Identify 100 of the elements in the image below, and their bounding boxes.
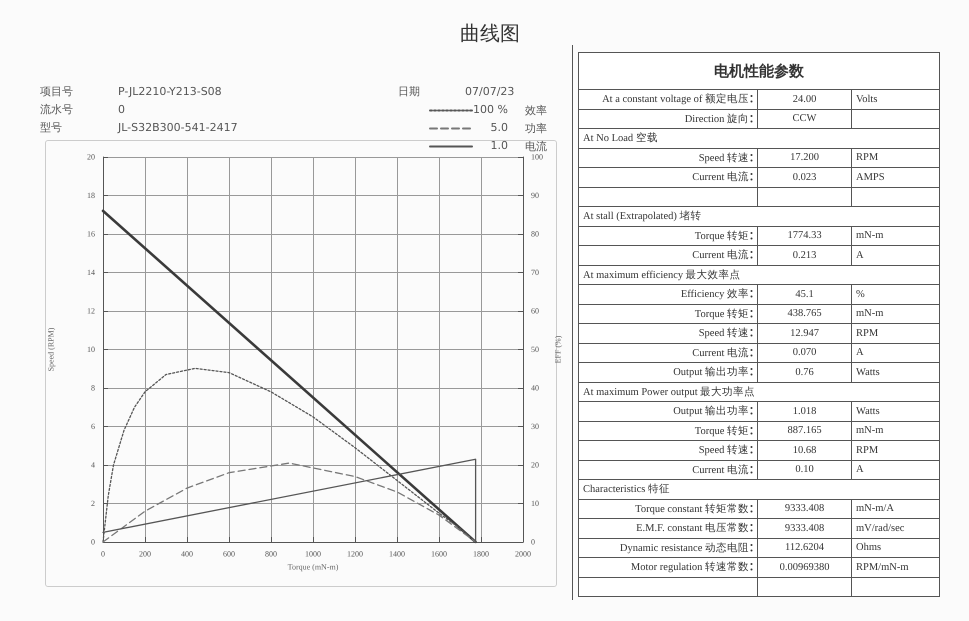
- category-label: Speed 转速: [578, 324, 758, 343]
- text: 9333.408: [784, 503, 824, 514]
- y-tick-label: 12: [87, 306, 95, 316]
- text: Volts: [856, 94, 878, 105]
- text: 07/07/23: [465, 85, 514, 98]
- y-tick-label: 0: [91, 538, 95, 546]
- y2-tick-label: 10: [531, 499, 539, 508]
- text: Watts: [856, 406, 880, 417]
- y-tick-label: 4: [91, 460, 95, 470]
- text: 1.0: [490, 139, 508, 152]
- text: 1.018: [792, 406, 816, 417]
- text: RPM: [856, 328, 878, 339]
- category-label: Current 电流: [578, 460, 758, 480]
- text: 效率: [525, 104, 547, 117]
- text: CCW: [792, 113, 816, 124]
- text: RPM: [856, 152, 878, 164]
- x-tick-label: 600: [223, 550, 235, 558]
- text: 日期: [398, 85, 420, 98]
- text: 9333.408: [784, 522, 824, 534]
- text: Ohms: [856, 542, 882, 554]
- category-label: At No Load 空载: [578, 128, 940, 148]
- x-axis-title: Torque (mN-m): [288, 562, 339, 572]
- category-label: Motor regulation 转速常数: [578, 558, 758, 577]
- text: 0.10: [795, 464, 814, 476]
- y-axis-title: Speed (RPM): [46, 327, 56, 372]
- x-tick-label: 1000: [305, 550, 321, 558]
- text: 112.6204: [785, 542, 824, 554]
- x-tick-label: 400: [181, 550, 193, 558]
- text: A: [856, 250, 864, 261]
- text: 5.0: [490, 121, 508, 134]
- category-label: Current 电流: [578, 168, 758, 187]
- category-label: At stall (Extrapolated) 堵转: [578, 206, 940, 226]
- text: 10.68: [792, 444, 816, 456]
- category-label: Current 电流: [578, 246, 758, 265]
- text: mN-m: [856, 425, 884, 436]
- text: P-JL2210-Y213-S08: [118, 85, 222, 98]
- category-label: Current 电流: [578, 343, 758, 362]
- x-tick-label: 200: [139, 550, 151, 558]
- text: 0.213: [792, 250, 816, 261]
- text: 项目号: [40, 85, 73, 98]
- text: 100 %: [473, 103, 508, 116]
- text: 0.023: [792, 172, 816, 183]
- category-label: Speed 转速: [578, 440, 758, 460]
- text: 型号: [40, 121, 62, 134]
- y2-tick-label: 40: [531, 384, 539, 392]
- text: RPM: [856, 444, 878, 456]
- category-label: Torque 转矩: [578, 304, 758, 324]
- x-tick-label: 1800: [473, 550, 489, 558]
- text: 0.76: [795, 366, 814, 378]
- y2-tick-label: 0: [531, 538, 535, 546]
- x-tick-label: 1400: [389, 550, 405, 558]
- text: 电机性能参数: [578, 52, 940, 90]
- y2-tick-label: 30: [531, 422, 539, 431]
- chart-title: 曲线图: [460, 21, 520, 45]
- text: 电流: [525, 140, 547, 153]
- y2-tick-label: 20: [531, 460, 539, 470]
- text: 0: [118, 103, 125, 116]
- category-label: Torque 转矩: [578, 226, 758, 246]
- category-label: At a constant voltage of 额定电压: [578, 90, 758, 109]
- y2-axis-title: EFF (%): [553, 335, 562, 364]
- text: Watts: [856, 366, 880, 378]
- x-tick-label: 2000: [515, 550, 531, 558]
- y2-tick-label: 80: [531, 230, 539, 238]
- category-label: E.M.F. constant 电压常数: [578, 518, 758, 538]
- text: %: [856, 288, 865, 300]
- text: A: [856, 464, 864, 476]
- category-label: Efficiency 效率: [578, 284, 758, 304]
- text: mN-m/A: [856, 503, 894, 514]
- category-label: Output 输出功率: [578, 362, 758, 382]
- text: 功率: [525, 122, 547, 135]
- text: 流水号: [40, 103, 73, 116]
- text: 12.947: [790, 328, 819, 339]
- y2-tick-label: 70: [531, 268, 539, 277]
- y2-tick-label: 60: [531, 306, 539, 316]
- category-label: Torque constant 转矩常数: [578, 499, 758, 518]
- y-tick-label: 20: [87, 152, 95, 162]
- y-tick-label: 6: [91, 422, 95, 431]
- text: mV/rad/sec: [856, 522, 904, 534]
- x-tick-label: 0: [101, 550, 105, 558]
- text: 0.00969380: [780, 562, 830, 573]
- text: mN-m: [856, 308, 884, 320]
- y-tick-label: 14: [87, 268, 95, 277]
- text: AMPS: [856, 172, 885, 183]
- category-label: Output 输出功率: [578, 402, 758, 421]
- y2-tick-label: 50: [531, 345, 539, 354]
- text: 1774.33: [787, 230, 822, 242]
- x-tick-label: 800: [265, 550, 277, 558]
- x-tick-label: 1200: [347, 550, 363, 558]
- category-label: Characteristics 特征: [578, 480, 940, 499]
- text: 45.1: [795, 288, 814, 300]
- category-label: Torque 转矩: [578, 421, 758, 440]
- y-tick-label: 8: [91, 384, 95, 392]
- y-tick-label: 16: [87, 230, 95, 238]
- category-label: Direction 旋向: [578, 109, 758, 128]
- text: 438.765: [787, 308, 822, 320]
- text: 24.00: [792, 94, 816, 105]
- text: 0.070: [792, 347, 816, 358]
- y2-tick-label: 90: [531, 191, 539, 200]
- category-label: Dynamic resistance 动态电阻: [578, 538, 758, 558]
- text: A: [856, 347, 864, 358]
